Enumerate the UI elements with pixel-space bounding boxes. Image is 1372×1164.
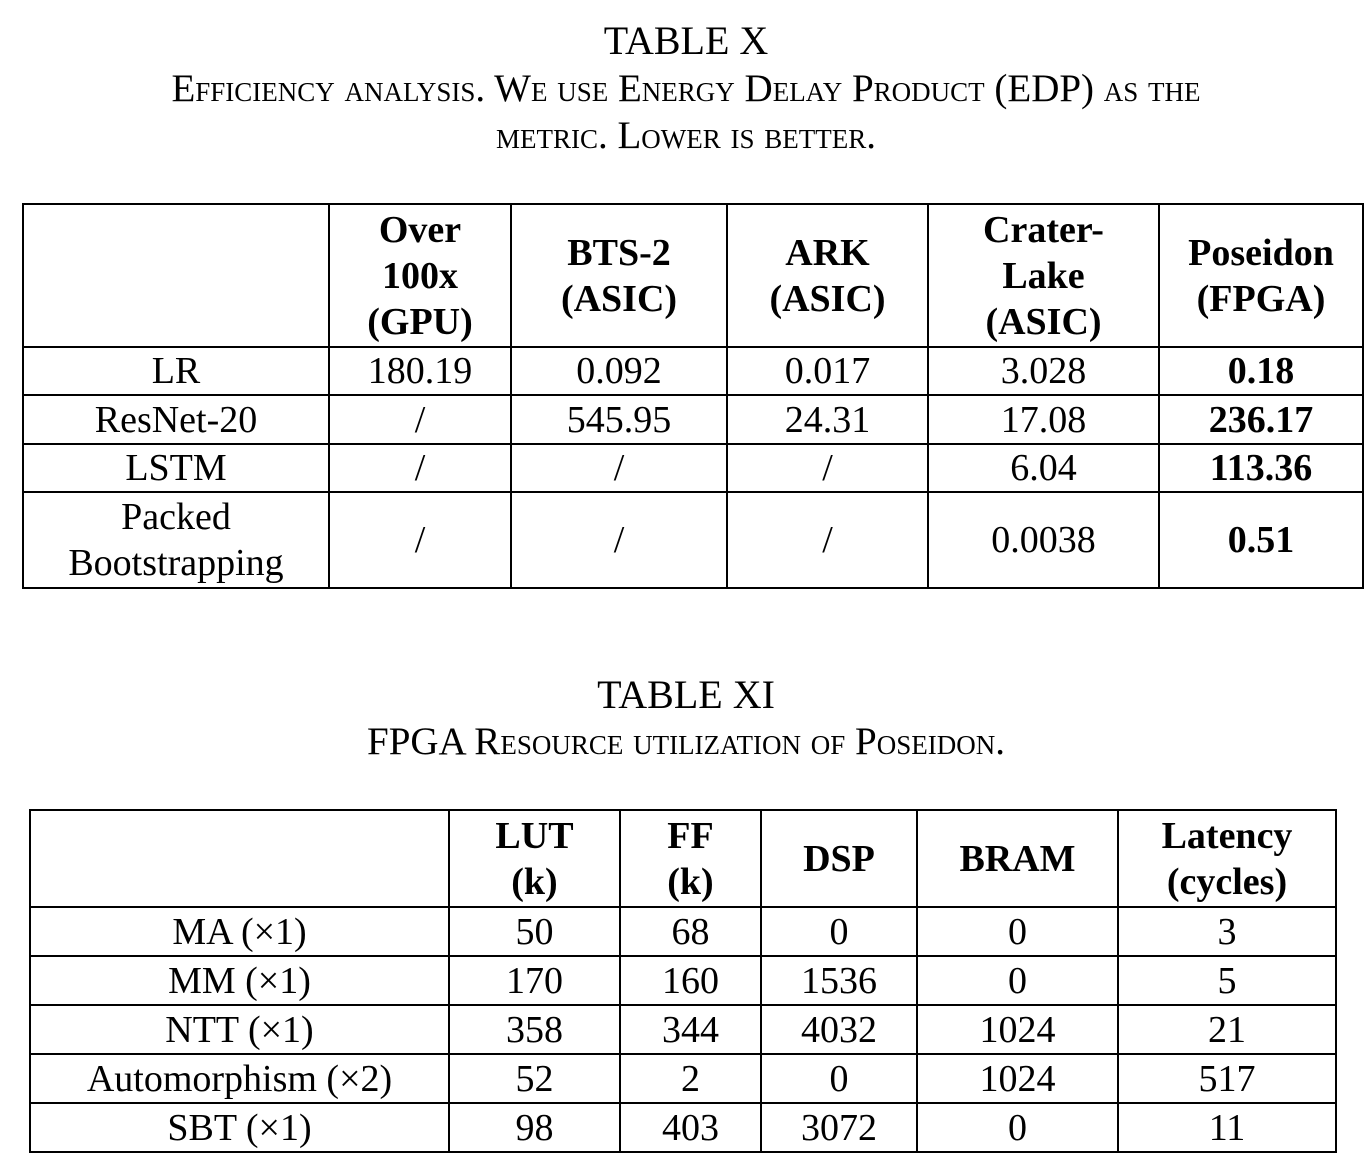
- table-cell: /: [328, 491, 512, 589]
- table-x-caption-line2: metric. Lower is better.: [495, 114, 877, 157]
- table-cell: 50: [448, 906, 621, 957]
- row-label: MM (×1): [29, 955, 450, 1006]
- table-x-number: TABLE X: [603, 18, 769, 63]
- row-label: LR: [22, 346, 330, 396]
- table-xi-header-row: LUT (k) FF (k) DSP BRAM Latency (cycles): [29, 809, 1337, 908]
- table-xi-header-latency: Latency (cycles): [1117, 809, 1337, 908]
- table-cell: 3.028: [927, 346, 1160, 396]
- table-cell: 2: [619, 1053, 762, 1104]
- table-row: MA (×1) 50 68 0 0 3: [29, 906, 1337, 957]
- table-cell: 98: [448, 1102, 621, 1153]
- table-cell: 24.31: [726, 394, 929, 445]
- table-cell: /: [510, 491, 728, 589]
- table-cell: 344: [619, 1004, 762, 1055]
- table-cell: 1024: [916, 1053, 1119, 1104]
- table-cell: 3072: [760, 1102, 918, 1153]
- row-label: SBT (×1): [29, 1102, 450, 1153]
- table-cell: /: [328, 443, 512, 493]
- table-xi-corner-cell: [29, 809, 450, 908]
- table-cell: 11: [1117, 1102, 1337, 1153]
- table-xi: LUT (k) FF (k) DSP BRAM Latency (cycles) MA…: [29, 809, 1337, 1153]
- table-cell: /: [726, 491, 929, 589]
- row-label: ResNet-20: [22, 394, 330, 445]
- table-cell: /: [328, 394, 512, 445]
- table-cell: /: [726, 443, 929, 493]
- table-cell: 170: [448, 955, 621, 1006]
- row-label: NTT (×1): [29, 1004, 450, 1055]
- row-label: Automorphism (×2): [29, 1053, 450, 1104]
- table-row: NTT (×1) 358 344 4032 1024 21: [29, 1004, 1337, 1055]
- table-x-header-bts2: BTS-2 (ASIC): [510, 203, 728, 348]
- table-cell: 0.0038: [927, 491, 1160, 589]
- table-x-header-ark: ARK (ASIC): [726, 203, 929, 348]
- table-x-header-row: Over 100x (GPU) BTS-2 (ASIC) ARK (ASIC) Crat…: [22, 203, 1364, 348]
- table-x-caption-line1: Efficiency analysis. We use Energy Delay…: [171, 67, 1201, 110]
- table-xi-header-ff: FF (k): [619, 809, 762, 908]
- table-cell: 21: [1117, 1004, 1337, 1055]
- table-row: SBT (×1) 98 403 3072 0 11: [29, 1102, 1337, 1153]
- table-xi-header-dsp: DSP: [760, 809, 918, 908]
- table-cell: 52: [448, 1053, 621, 1104]
- table-cell: 0: [916, 906, 1119, 957]
- table-cell: 180.19: [328, 346, 512, 396]
- table-cell: 1536: [760, 955, 918, 1006]
- table-cell: /: [510, 443, 728, 493]
- table-cell: 0.017: [726, 346, 929, 396]
- table-cell: 0: [760, 1053, 918, 1104]
- table-row: LR 180.19 0.092 0.017 3.028 0.18: [22, 346, 1364, 396]
- row-label: MA (×1): [29, 906, 450, 957]
- table-cell: 160: [619, 955, 762, 1006]
- table-cell: 3: [1117, 906, 1337, 957]
- table-cell-highlight: 0.51: [1158, 491, 1364, 589]
- table-cell: 17.08: [927, 394, 1160, 445]
- table-row: LSTM / / / 6.04 113.36: [22, 443, 1364, 493]
- table-cell: 68: [619, 906, 762, 957]
- table-cell: 4032: [760, 1004, 918, 1055]
- row-label: LSTM: [22, 443, 330, 493]
- table-x-header-poseidon: Poseidon (FPGA): [1158, 203, 1364, 348]
- table-row: Automorphism (×2) 52 2 0 1024 517: [29, 1053, 1337, 1104]
- table-cell-highlight: 113.36: [1158, 443, 1364, 493]
- table-x-header-gpu: Over 100x (GPU): [328, 203, 512, 348]
- row-label: Packed Bootstrapping: [22, 491, 330, 589]
- table-x-corner-cell: [22, 203, 330, 348]
- table-cell-highlight: 236.17: [1158, 394, 1364, 445]
- table-cell: 0: [916, 955, 1119, 1006]
- table-cell: 0: [760, 906, 918, 957]
- table-xi-caption: FPGA Resource utilization of Poseidon.: [367, 720, 1005, 763]
- table-x-header-craterlake: Crater- Lake (ASIC): [927, 203, 1160, 348]
- table-cell: 403: [619, 1102, 762, 1153]
- table-row: MM (×1) 170 160 1536 0 5: [29, 955, 1337, 1006]
- table-x: Over 100x (GPU) BTS-2 (ASIC) ARK (ASIC) Crat…: [22, 203, 1364, 589]
- table-cell: 6.04: [927, 443, 1160, 493]
- table-xi-number: TABLE XI: [597, 672, 775, 717]
- table-cell: 517: [1117, 1053, 1337, 1104]
- table-cell: 0: [916, 1102, 1119, 1153]
- table-row: Packed Bootstrapping / / / 0.0038 0.51: [22, 491, 1364, 589]
- table-cell-highlight: 0.18: [1158, 346, 1364, 396]
- table-cell: 5: [1117, 955, 1337, 1006]
- table-row: ResNet-20 / 545.95 24.31 17.08 236.17: [22, 394, 1364, 445]
- table-cell: 358: [448, 1004, 621, 1055]
- table-cell: 0.092: [510, 346, 728, 396]
- table-xi-header-bram: BRAM: [916, 809, 1119, 908]
- table-xi-header-lut: LUT (k): [448, 809, 621, 908]
- table-cell: 1024: [916, 1004, 1119, 1055]
- table-cell: 545.95: [510, 394, 728, 445]
